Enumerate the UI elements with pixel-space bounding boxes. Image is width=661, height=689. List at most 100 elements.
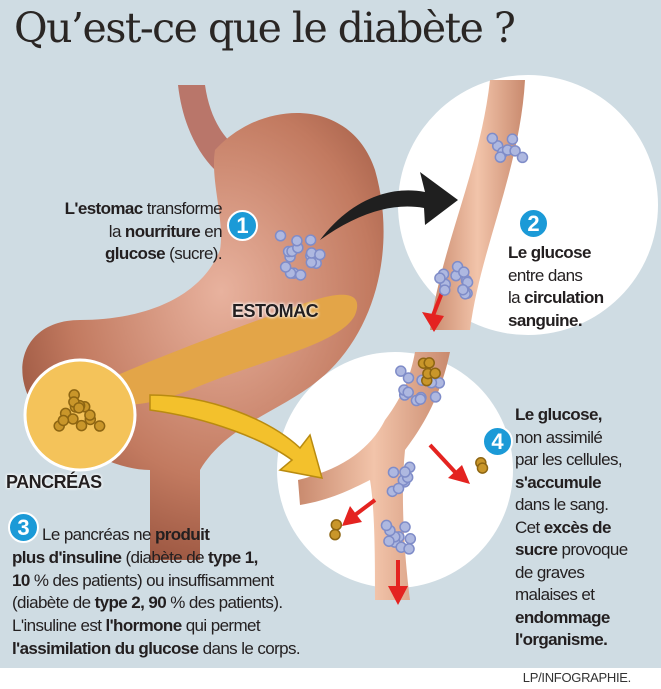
text-segment: (diabète de (121, 547, 209, 567)
bold-text-segment: sucre (515, 540, 558, 559)
insulin-particle (476, 462, 489, 474)
text-line: par les cellules, (515, 449, 628, 472)
glucose-particle (304, 234, 317, 246)
insulin-particle (57, 414, 70, 427)
text-line: sanguine. (508, 310, 604, 333)
insulin-particle (329, 528, 341, 541)
glucose-particle (279, 261, 292, 273)
glucose-particle (516, 151, 529, 164)
step-2-text: Le glucose entre dans la circulation sangui… (508, 242, 604, 332)
bold-text-segment: type 2, 90 (94, 593, 167, 613)
bold-text-segment: Le glucose, (515, 405, 603, 424)
text-line: L'estomac transforme (64, 198, 223, 221)
bold-text-segment: 10 (12, 570, 30, 590)
glucose-particle (383, 535, 395, 547)
glucose-particle (291, 235, 303, 247)
bold-text-segment: s'accumule (515, 472, 602, 492)
text-line: glucose (sucre). (65, 243, 223, 266)
insulin-particle (429, 367, 441, 379)
text-segment: non assimilé (515, 427, 603, 447)
step-1-badge: 1 (227, 210, 258, 241)
step-4-text: Le glucose, non assimilé par les cellules,… (515, 404, 628, 652)
bold-text-segment: L'estomac (64, 199, 144, 218)
insulin-particle (67, 413, 79, 425)
glucose-particle (402, 372, 415, 384)
text-segment: par les cellules, (515, 450, 623, 469)
glucose-particle (395, 365, 407, 377)
text-segment: % des patients) ou insuffisamment (29, 570, 274, 590)
text-line: Le glucose (508, 242, 604, 265)
step-1-text: L'estomac transforme la nourriture en gluc… (64, 198, 223, 266)
text-segment: transforme (142, 199, 223, 218)
text-line: la circulation (508, 287, 604, 310)
glucose-particle (387, 466, 400, 479)
text-segment: (diabète de (12, 593, 95, 613)
text-line: plus d'insuline (diabète de type 1, (12, 547, 300, 570)
bold-text-segment: sanguine. (508, 310, 583, 330)
bold-text-segment: l'assimilation du glucose (12, 638, 199, 658)
glucose-particle (380, 519, 393, 532)
text-line: la nourriture en (65, 221, 223, 244)
glucose-particle (439, 284, 451, 296)
pancreas (95, 294, 358, 405)
text-segment: dans le corps. (198, 638, 301, 658)
bold-text-segment: Le glucose (508, 243, 591, 262)
glucose-particle (506, 133, 519, 145)
text-line: endommage (515, 607, 628, 630)
glucose-particle (404, 533, 417, 545)
text-segment: de graves (515, 562, 585, 582)
text-line: dans le sang. (515, 494, 628, 517)
insulin-particle (73, 402, 85, 414)
insulin-particle (330, 519, 343, 531)
step-2-badge: 2 (518, 208, 549, 239)
bold-text-segment: plus d'insuline (12, 547, 122, 567)
glucose-particle (429, 391, 442, 403)
text-segment: L'insuline est (12, 616, 106, 636)
glucose-particle (305, 256, 318, 269)
text-line: l'assimilation du glucose dans le corps. (12, 638, 301, 661)
text-line: sucre provoque (515, 539, 628, 562)
text-line: L'insuline est l'hormone qui permet (12, 615, 300, 638)
insulin-particle (75, 419, 88, 432)
bold-text-segment: l'hormone (105, 616, 182, 636)
stomach-label: ESTOMAC (232, 301, 319, 321)
glucose-particle (458, 266, 470, 278)
text-segment: (sucre). (165, 244, 222, 263)
glucose-particle (494, 151, 507, 163)
text-line: l'organisme. (515, 629, 628, 652)
text-line: malaises et (515, 584, 628, 607)
bold-text-segment: produit (154, 525, 210, 544)
text-line: Le pancréas ne produit (12, 524, 300, 547)
yellow-arrow (149, 394, 324, 479)
text-line: (diabète de type 2, 90 % des patients). (12, 592, 300, 615)
glucose-particle (392, 482, 405, 495)
bold-text-segment: circulation (524, 288, 604, 307)
bold-text-segment: glucose (105, 244, 166, 263)
text-segment: Le pancréas ne (42, 525, 155, 544)
text-segment: entre dans (508, 265, 583, 285)
credit: LP/INFOGRAPHIE. (522, 670, 632, 685)
glucose-particle (509, 145, 521, 157)
glucose-particle (399, 466, 411, 478)
bold-text-segment: l'organisme. (515, 630, 608, 649)
insulin-particle (84, 409, 96, 421)
glucose-particle (294, 269, 307, 281)
text-segment: la (108, 221, 125, 241)
glucose-particle (414, 393, 427, 405)
footer: LP/INFOGRAPHIE. (0, 668, 661, 689)
text-line: Cet excès de (515, 517, 628, 540)
text-segment: provoque (557, 540, 628, 559)
text-line: non assimilé (515, 427, 628, 450)
text-segment: dans le sang. (515, 495, 609, 514)
step-3-text: Le pancréas ne produit plus d'insuline (d… (12, 524, 301, 661)
insulin-particle (93, 420, 106, 432)
text-line: Le glucose, (515, 404, 628, 427)
page-title: Qu’est-ce que le diabète ? (14, 4, 516, 52)
red-arrows (342, 289, 470, 605)
bold-text-segment: endommage (515, 607, 610, 627)
glucose-particle (399, 521, 411, 533)
text-segment: % des patients). (166, 593, 283, 613)
text-line: de graves (515, 562, 628, 585)
bold-text-segment: excès de (543, 517, 612, 537)
pancreas-label: PANCRÉAS (6, 472, 102, 492)
